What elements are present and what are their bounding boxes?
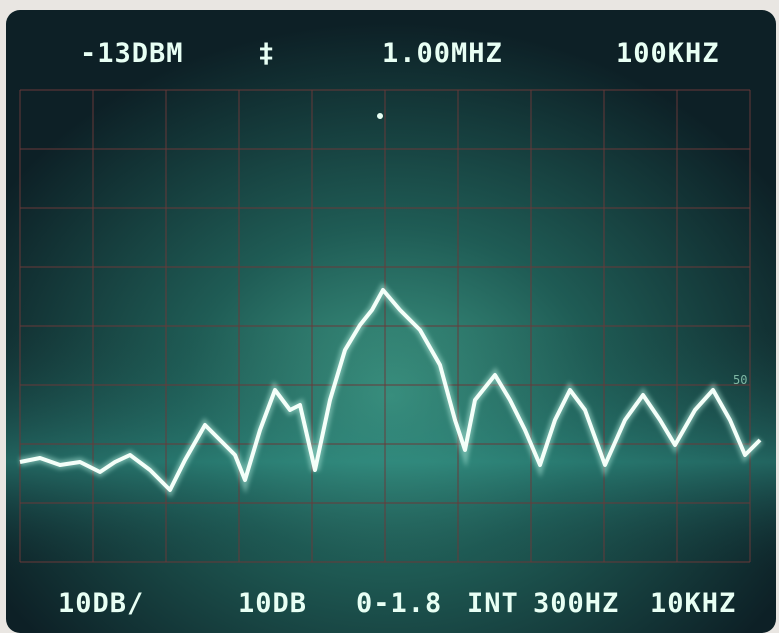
page: -13DBM ‡ 1.00MHZ 100KHZ 50 10DB/ 10DB 0-… bbox=[0, 0, 779, 633]
trigger: INT bbox=[467, 588, 519, 619]
reference-level: -13DBM bbox=[80, 38, 184, 69]
scale-mark: 50 bbox=[733, 373, 747, 387]
sweep-time: 0-1.8 bbox=[356, 588, 442, 619]
marker-symbol: ‡ bbox=[258, 38, 275, 69]
marker-dot bbox=[377, 113, 383, 119]
resolution-bandwidth: 300HZ bbox=[533, 588, 619, 619]
span: 100KHZ bbox=[616, 38, 720, 69]
attenuation: 10DB bbox=[238, 588, 307, 619]
scale-per-div: 10DB/ bbox=[58, 588, 144, 619]
center-frequency: 1.00MHZ bbox=[382, 38, 503, 69]
analyzer-screen: -13DBM ‡ 1.00MHZ 100KHZ 50 10DB/ 10DB 0-… bbox=[0, 0, 779, 633]
phosphor-glow bbox=[6, 330, 776, 570]
video-bandwidth: 10KHZ bbox=[650, 588, 736, 619]
